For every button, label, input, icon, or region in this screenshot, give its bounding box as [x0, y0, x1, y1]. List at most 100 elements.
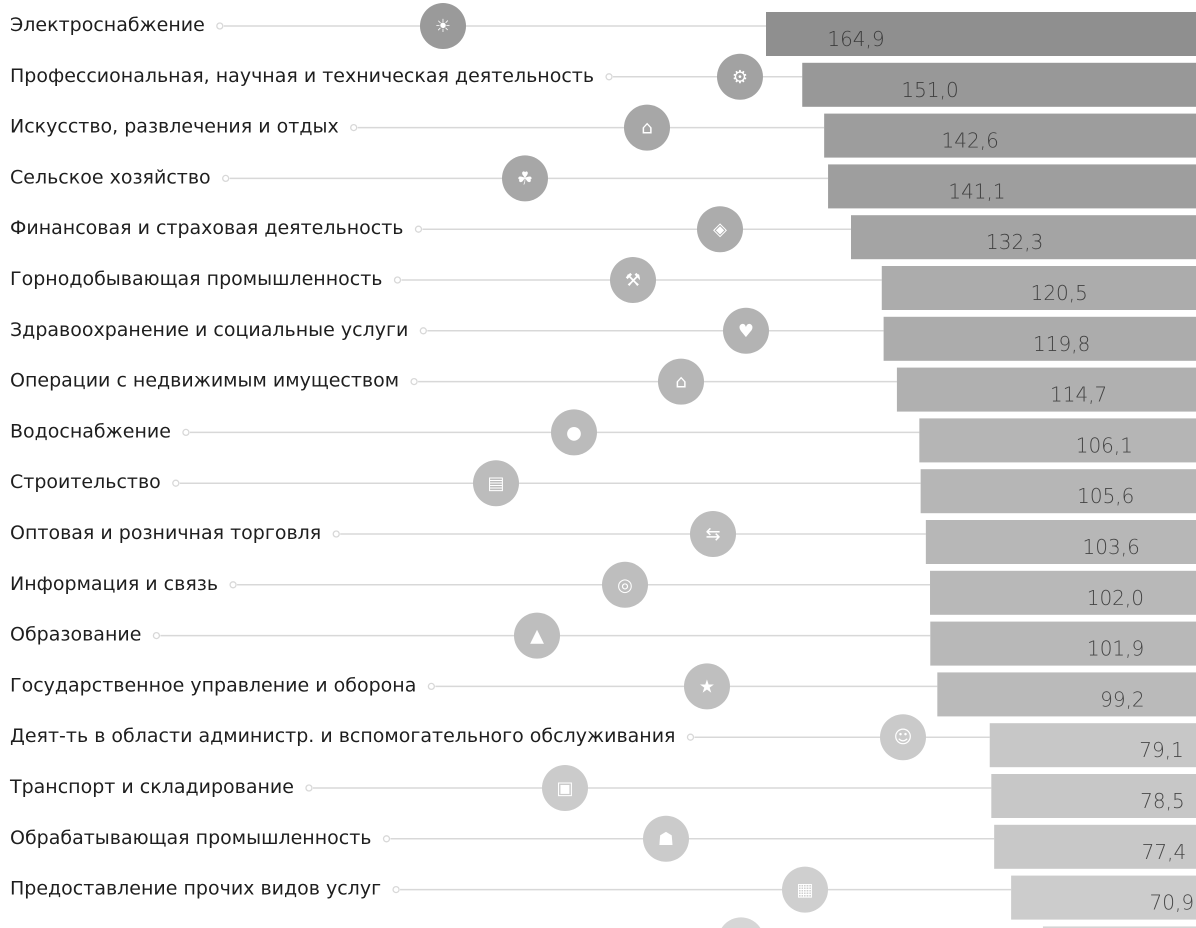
category-label: Предоставление прочих видов услуг [10, 878, 381, 900]
value-label: 70,9 [1150, 891, 1195, 915]
category-label: Обрабатывающая промышленность [10, 827, 372, 849]
connector-dot [427, 682, 436, 691]
category-label: Оптовая и розничная торговля [10, 522, 321, 544]
value-label: 99,2 [1100, 687, 1145, 711]
admin-person-icon: ☺ [880, 714, 926, 761]
bar [828, 164, 1196, 209]
svg-text:⇆: ⇆ [705, 524, 720, 545]
bar [883, 316, 1196, 361]
value-label: 141,1 [948, 179, 1005, 203]
connector-dot [332, 530, 340, 538]
svg-text:☀: ☀ [435, 16, 451, 37]
category-label: Информация и связь [10, 573, 218, 595]
connector-dot [605, 73, 613, 81]
bar [896, 367, 1196, 412]
graduation-cap-icon: ▲ [514, 612, 560, 659]
value-label: 78,5 [1140, 789, 1185, 813]
bar [881, 266, 1196, 310]
bar [1042, 926, 1196, 928]
svg-text:⌂: ⌂ [641, 118, 652, 139]
value-label: 142,6 [942, 129, 999, 153]
connector-dot [216, 22, 224, 30]
svg-text:⚒: ⚒ [625, 270, 641, 291]
connector-dot [393, 276, 402, 284]
category-label: Образование [10, 624, 141, 646]
svg-text:◈: ◈ [713, 219, 727, 240]
connector-dot [229, 581, 237, 589]
connector-dot [414, 225, 423, 233]
svg-text:▦: ▦ [796, 880, 813, 901]
category-label: Электроснабжение [10, 14, 205, 36]
bricks-icon: ▤ [473, 460, 519, 507]
bar [920, 469, 1196, 514]
category-label: Искусство, развлечения и отдых [10, 116, 339, 138]
value-label: 164,9 [827, 27, 884, 51]
svg-text:☗: ☗ [658, 829, 674, 850]
connector-dot [686, 733, 695, 741]
bar [1011, 875, 1196, 920]
svg-text:♥: ♥ [738, 321, 754, 342]
connector-dot [172, 479, 180, 487]
svg-text:⌂: ⌂ [675, 372, 686, 393]
water-drop-icon: ● [551, 409, 597, 456]
value-label: 102,0 [1087, 586, 1144, 610]
value-label: 151,0 [901, 78, 958, 102]
bar [930, 570, 1196, 615]
boxes-icon: ▣ [542, 765, 588, 811]
bar [994, 824, 1196, 869]
category-label: Профессиональная, научная и техническая … [10, 65, 594, 87]
health-icon: ♥ [723, 307, 769, 354]
bar [824, 113, 1196, 158]
category-label: Горнодобывающая промышленность [10, 268, 383, 290]
category-label: Строительство [10, 471, 161, 493]
category-label: Государственное управление и оборона [10, 674, 416, 696]
factory-icon: ☗ [643, 815, 689, 862]
svg-text:★: ★ [699, 676, 715, 697]
category-label: Деят-ть в области администр. и вспомогат… [10, 725, 675, 747]
connector-dot [392, 885, 400, 894]
bar [766, 12, 1196, 56]
connector-dot [419, 327, 427, 335]
bar [991, 774, 1196, 818]
star-shield-icon: ★ [684, 663, 730, 710]
value-label: 77,4 [1142, 840, 1187, 864]
museum-icon: ⌂ [624, 104, 670, 151]
farm-icon: ☘ [502, 155, 548, 202]
category-label: Финансовая и страховая деятельность [10, 217, 403, 239]
value-label: 106,1 [1076, 433, 1133, 457]
svg-text:●: ● [566, 422, 582, 443]
value-label: 105,6 [1077, 484, 1134, 508]
house-hand-icon: ⌂ [658, 358, 704, 405]
svg-text:◎: ◎ [617, 575, 633, 596]
svg-text:▤: ▤ [487, 473, 504, 494]
mining-icon: ⚒ [610, 257, 656, 303]
bar [930, 621, 1196, 666]
cutlery-icon: † [721, 917, 761, 928]
satellite-icon: ◎ [602, 561, 648, 608]
value-label: 103,6 [1083, 535, 1140, 559]
category-label: Здравоохранение и социальные услуги [10, 319, 408, 341]
connector-dot [410, 377, 418, 386]
robot-arm-icon: ⚙ [717, 53, 763, 100]
bar [851, 215, 1196, 260]
connector-dot [305, 784, 313, 792]
bar [989, 723, 1196, 768]
value-label: 114,7 [1050, 383, 1107, 407]
category-label: Водоснабжение [10, 420, 171, 442]
hand-trade-icon: ⇆ [690, 511, 736, 557]
svg-text:☺: ☺ [894, 727, 913, 748]
connector-dot [222, 174, 230, 183]
svg-text:▣: ▣ [556, 778, 573, 799]
category-label: Транспорт и складирование [9, 776, 294, 798]
bar [937, 672, 1196, 717]
category-label: Операции с недвижимым имуществом [10, 370, 399, 392]
value-label: 101,9 [1087, 637, 1144, 661]
connector-dot [382, 835, 391, 843]
connector-dot [182, 428, 190, 437]
svg-text:☘: ☘ [517, 168, 533, 189]
value-label: 132,3 [986, 230, 1043, 254]
svg-text:⚙: ⚙ [732, 67, 748, 88]
connector-dot [152, 631, 161, 640]
lightbulb-icon: ☀ [420, 3, 466, 49]
